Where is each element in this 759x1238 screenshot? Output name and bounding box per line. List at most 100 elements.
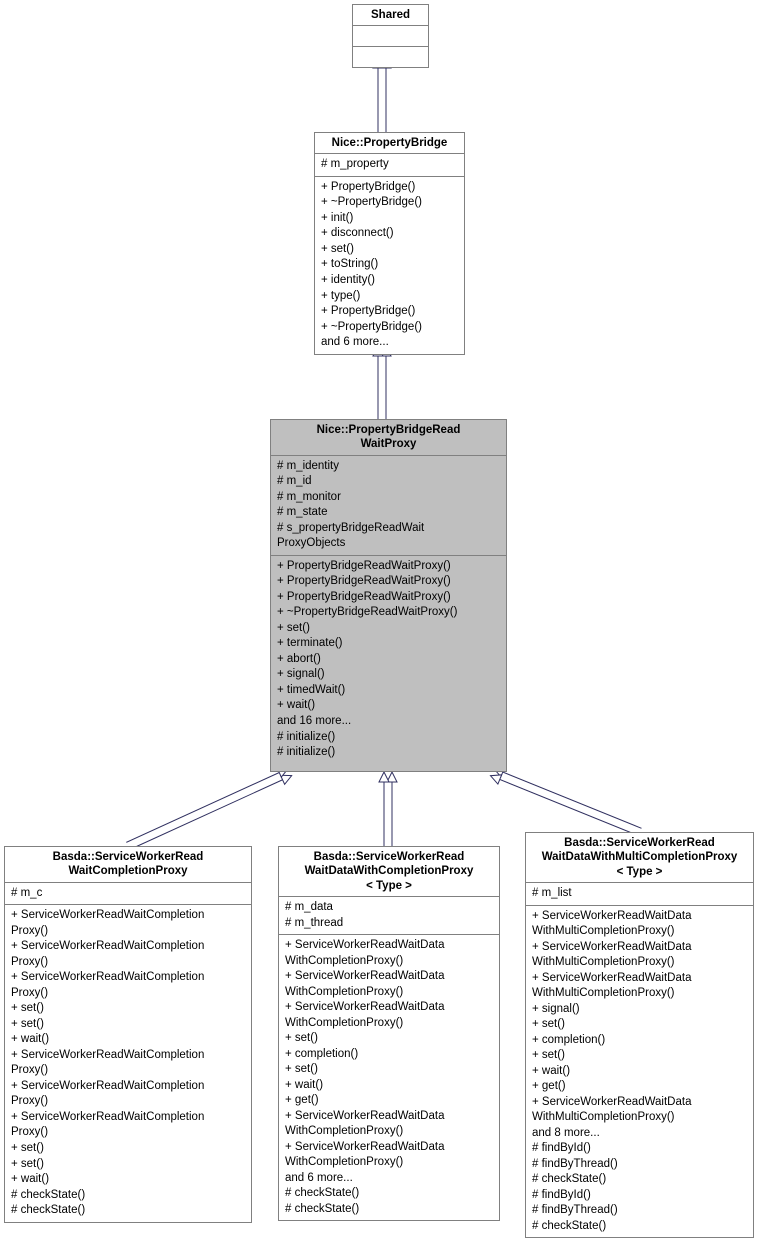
method-row: + ServiceWorkerReadWaitCompletionProxy() [11,970,245,1001]
method-row: + identity() [321,273,458,289]
inheritance-edge [494,768,642,828]
method-row: + PropertyBridgeReadWaitProxy() [277,559,500,575]
attribute-row: # m_list [532,886,747,902]
method-row: + get() [532,1079,747,1095]
method-row: + terminate() [277,636,500,652]
class-box-read_wait_proxy: Nice::PropertyBridgeReadWaitProxy# m_ide… [270,419,507,772]
method-row: + ServiceWorkerReadWaitCompletionProxy() [11,908,245,939]
method-row: # initialize() [277,745,500,761]
class-title: Shared [353,5,428,26]
method-row: # checkState() [11,1188,245,1204]
inheritance-edge [126,768,288,842]
method-row: + set() [321,242,458,258]
method-row: + set() [285,1062,493,1078]
method-row: + PropertyBridge() [321,304,458,320]
class-title: Basda::ServiceWorkerReadWaitCompletionPr… [5,847,251,883]
method-row: + wait() [285,1078,493,1094]
method-row: # checkState() [11,1203,245,1219]
method-row: + PropertyBridge() [321,180,458,196]
method-row: # checkState() [532,1172,747,1188]
method-row: + wait() [277,698,500,714]
inheritance-edge [490,776,638,836]
method-row: + timedWait() [277,683,500,699]
method-row: # findById() [532,1188,747,1204]
class-box-property_bridge: Nice::PropertyBridge# m_property+ Proper… [314,132,465,355]
method-row: + get() [285,1093,493,1109]
method-row: + ServiceWorkerReadWaitDataWithCompletio… [285,1140,493,1171]
attribute-row: # m_c [11,886,245,902]
method-row: and 6 more... [321,335,458,351]
method-row: + ServiceWorkerReadWaitDataWithMultiComp… [532,1095,747,1126]
class-attributes: # m_data# m_thread [279,897,499,935]
inheritance-edge [130,776,292,850]
method-row: + ServiceWorkerReadWaitCompletionProxy() [11,1110,245,1141]
method-row: + set() [11,1001,245,1017]
method-row: + wait() [11,1032,245,1048]
method-row: + set() [532,1048,747,1064]
attribute-row: # m_property [321,157,458,173]
method-row: + wait() [532,1064,747,1080]
class-methods: + PropertyBridge()+ ~PropertyBridge()+ i… [315,177,464,354]
method-row: # checkState() [285,1186,493,1202]
method-row: + ServiceWorkerReadWaitDataWithMultiComp… [532,971,747,1002]
method-row: + ServiceWorkerReadWaitDataWithMultiComp… [532,909,747,940]
method-row: + wait() [11,1172,245,1188]
attribute-row: # m_data [285,900,493,916]
method-row: + ServiceWorkerReadWaitDataWithMultiComp… [532,940,747,971]
class-box-wait_completion: Basda::ServiceWorkerReadWaitCompletionPr… [4,846,252,1223]
method-row: + completion() [532,1033,747,1049]
method-row: + abort() [277,652,500,668]
method-row: + ~PropertyBridge() [321,320,458,336]
method-row: + set() [11,1141,245,1157]
method-row: + init() [321,211,458,227]
method-row: + signal() [277,667,500,683]
method-row: + completion() [285,1047,493,1063]
method-row: + set() [277,621,500,637]
method-row: + set() [11,1017,245,1033]
class-methods: + ServiceWorkerReadWaitDataWithCompletio… [279,935,499,1220]
class-methods: + ServiceWorkerReadWaitCompletionProxy()… [5,905,251,1221]
attribute-row: # s_propertyBridgeReadWaitProxyObjects [277,521,500,552]
class-attributes [353,26,428,47]
class-box-wait_data_completion: Basda::ServiceWorkerReadWaitDataWithComp… [278,846,500,1221]
class-title: Nice::PropertyBridgeReadWaitProxy [271,420,506,456]
method-row: + ServiceWorkerReadWaitCompletionProxy() [11,939,245,970]
attribute-row: # m_thread [285,916,493,932]
attribute-row: # m_identity [277,459,500,475]
class-methods [353,47,428,67]
attribute-row: # m_id [277,474,500,490]
method-row: + ServiceWorkerReadWaitCompletionProxy() [11,1079,245,1110]
method-row: + PropertyBridgeReadWaitProxy() [277,590,500,606]
method-row: # checkState() [285,1202,493,1218]
method-row: # findById() [532,1141,747,1157]
class-attributes: # m_identity# m_id# m_monitor# m_state# … [271,456,506,556]
method-row: + ServiceWorkerReadWaitDataWithCompletio… [285,969,493,1000]
method-row: and 8 more... [532,1126,747,1142]
class-title: Basda::ServiceWorkerReadWaitDataWithMult… [526,833,753,883]
method-row: and 16 more... [277,714,500,730]
method-row: + ~PropertyBridgeReadWaitProxy() [277,605,500,621]
class-title: Basda::ServiceWorkerReadWaitDataWithComp… [279,847,499,897]
method-row: + signal() [532,1002,747,1018]
attribute-row: # m_state [277,505,500,521]
class-attributes: # m_property [315,154,464,177]
class-attributes: # m_list [526,883,753,906]
method-row: + ~PropertyBridge() [321,195,458,211]
class-methods: + ServiceWorkerReadWaitDataWithMultiComp… [526,906,753,1238]
method-row: + set() [11,1157,245,1173]
method-row: + ServiceWorkerReadWaitDataWithCompletio… [285,1109,493,1140]
method-row: + ServiceWorkerReadWaitDataWithCompletio… [285,1000,493,1031]
method-row: # checkState() [532,1219,747,1235]
class-methods: + PropertyBridgeReadWaitProxy()+ Propert… [271,556,506,764]
attribute-row: # m_monitor [277,490,500,506]
class-attributes: # m_c [5,883,251,906]
method-row: and 6 more... [285,1171,493,1187]
class-title: Nice::PropertyBridge [315,133,464,154]
method-row: + type() [321,289,458,305]
method-row: # initialize() [277,730,500,746]
method-row: + PropertyBridgeReadWaitProxy() [277,574,500,590]
method-row: + ServiceWorkerReadWaitCompletionProxy() [11,1048,245,1079]
method-row: + ServiceWorkerReadWaitDataWithCompletio… [285,938,493,969]
method-row: # findByThread() [532,1157,747,1173]
class-box-shared: Shared [352,4,429,68]
